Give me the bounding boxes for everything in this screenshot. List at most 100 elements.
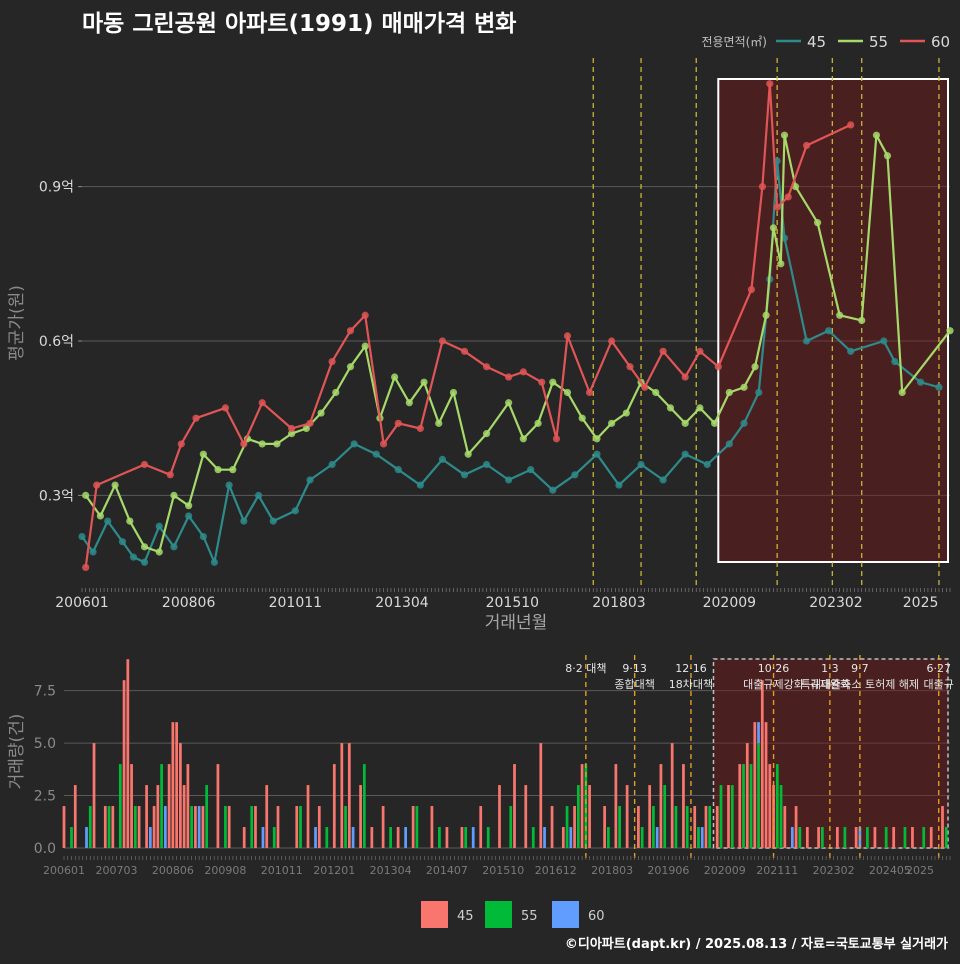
data-point-45 (725, 440, 733, 448)
data-point-45 (225, 481, 233, 489)
data-point-60 (288, 424, 296, 433)
data-point-60 (847, 121, 855, 129)
data-point-55 (740, 383, 748, 391)
series-line-55 (84, 134, 951, 554)
bar-55 (820, 827, 824, 848)
bar-45 (580, 764, 584, 848)
data-point-60 (379, 440, 388, 448)
data-point-60 (766, 80, 774, 88)
data-point-55 (681, 419, 689, 427)
x-tick-label: 2025 (903, 595, 939, 611)
data-point-45 (291, 507, 299, 515)
bar-45 (62, 806, 66, 848)
bar-55 (486, 827, 490, 848)
data-point-45 (306, 476, 314, 484)
data-point-60 (140, 460, 149, 469)
data-point-60 (696, 347, 704, 355)
data-point-45 (118, 538, 127, 546)
bar-45 (381, 806, 385, 848)
bar-60 (404, 827, 408, 848)
data-point-60 (608, 337, 616, 345)
bar-y-tick-label: 5.0 (34, 736, 56, 752)
bar-x-tick-label: 201407 (426, 864, 468, 877)
event-label: 10·26 (758, 662, 790, 675)
data-point-55 (391, 373, 399, 381)
bar-45 (760, 680, 764, 848)
data-point-45 (199, 532, 207, 541)
bar-45 (704, 806, 708, 848)
bar-45 (175, 722, 178, 848)
data-point-60 (626, 363, 634, 371)
x-tick-label: 201304 (375, 595, 429, 611)
bar-45 (911, 827, 914, 848)
bar-x-tick-label: 201011 (261, 864, 303, 877)
bar-45 (539, 743, 543, 848)
data-point-60 (505, 373, 513, 381)
data-point-45 (880, 337, 888, 345)
bar-45 (753, 722, 757, 848)
data-point-45 (659, 476, 667, 484)
bar-x-tick-label: 201304 (370, 864, 412, 877)
data-point-60 (460, 347, 469, 355)
data-point-45 (740, 419, 748, 427)
series-line-45 (81, 159, 940, 564)
data-point-55 (769, 224, 778, 232)
data-point-45 (549, 486, 557, 494)
y-tick-label: 0.9억 (39, 180, 74, 196)
bar-x-tick-label: 200908 (204, 864, 246, 877)
data-point-60 (438, 337, 447, 345)
data-point-55 (505, 399, 513, 407)
bar-55 (107, 806, 111, 848)
bar-60 (757, 722, 760, 744)
data-point-60 (394, 419, 402, 427)
bar-x-tick-label: 201803 (591, 864, 633, 877)
data-point-55 (858, 316, 866, 325)
bar-45 (715, 806, 719, 848)
bar-55 (299, 806, 302, 848)
bar-45 (561, 827, 565, 848)
data-point-55 (622, 409, 630, 417)
bar-45 (179, 743, 182, 848)
bar-55 (584, 764, 588, 848)
data-point-60 (177, 440, 185, 448)
data-point-60 (82, 563, 90, 572)
bar-45 (836, 827, 839, 848)
bar-45 (201, 806, 205, 848)
bar-45 (396, 827, 400, 848)
bar-55 (757, 743, 760, 848)
data-point-45 (703, 460, 711, 469)
bar-45 (347, 743, 351, 848)
bar-y-tick-label: 7.5 (34, 684, 56, 700)
bar-45 (817, 827, 820, 848)
bar-55 (190, 806, 194, 848)
chart-title: 마동 그린공원 아파트(1991) 매매가격 변화 (82, 11, 517, 37)
data-point-55 (449, 388, 458, 397)
data-point-55 (96, 512, 104, 520)
bar-45 (130, 764, 133, 848)
bar-55 (88, 806, 92, 848)
data-point-55 (751, 363, 759, 371)
event-label: 특례대출축소 토허제 해제 (801, 677, 919, 691)
legend-title: 전용면적(㎡) (701, 35, 767, 49)
bar-45 (727, 785, 730, 848)
bar-45 (122, 680, 126, 848)
bar-y-axis-title: 거래량(건) (7, 714, 27, 790)
bar-45 (186, 764, 190, 848)
bar-45 (194, 806, 197, 848)
data-point-55 (464, 450, 472, 458)
bar-55 (133, 806, 137, 848)
data-point-55 (578, 414, 586, 422)
y-tick-label: 0.3억 (39, 488, 74, 504)
data-point-55 (836, 311, 844, 319)
event-label: 6·27 (926, 662, 951, 675)
bar-60 (569, 827, 573, 848)
bar-legend-swatch-55 (485, 901, 512, 928)
bar-55 (640, 827, 644, 848)
bar-legend-swatch-60 (552, 901, 579, 928)
x-tick-label: 201510 (486, 595, 539, 611)
bar-55 (618, 806, 621, 848)
event-label: 종합대책 (614, 678, 654, 691)
bar-45 (152, 806, 156, 848)
bar-55 (652, 806, 655, 848)
event-label: 9·13 (622, 662, 647, 675)
